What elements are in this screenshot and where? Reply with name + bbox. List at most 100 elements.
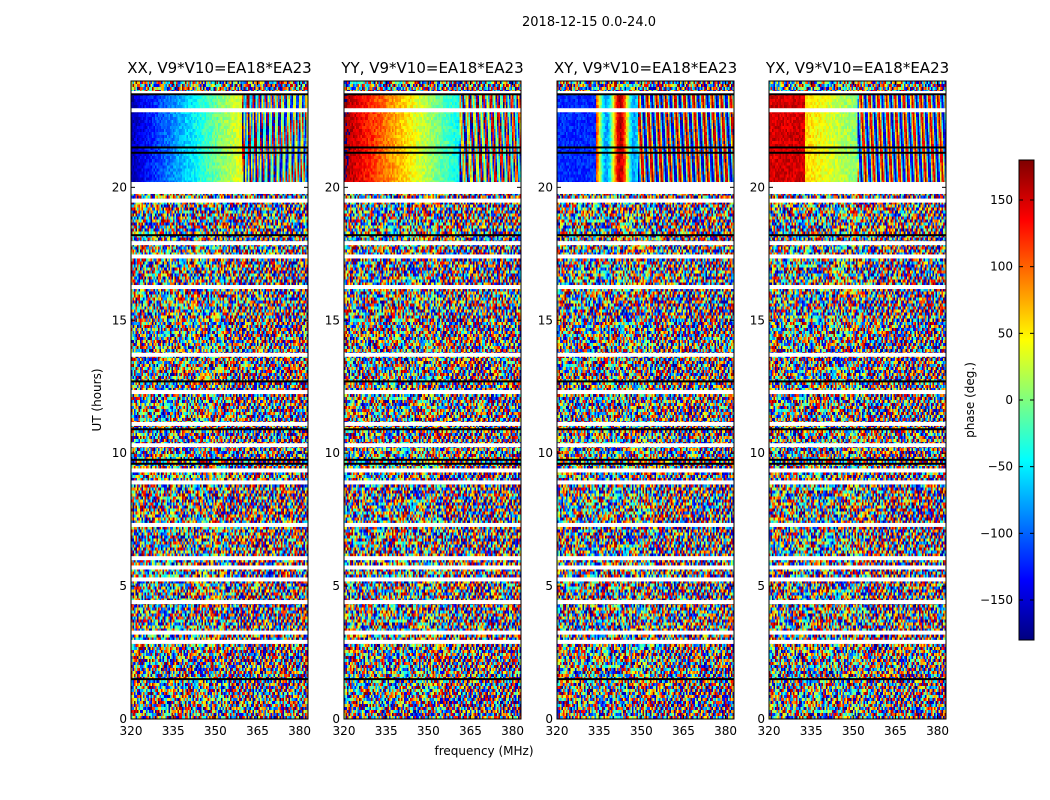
x-tick-label: 320: [758, 724, 781, 738]
blank-row: [131, 93, 308, 96]
flagged-row: [557, 390, 734, 395]
flagged-row: [131, 254, 308, 259]
x-tick-label: 380: [501, 724, 524, 738]
flagged-row: [557, 639, 734, 644]
flagged-row: [769, 480, 946, 485]
blank-row: [344, 380, 521, 383]
phase-heatmap: [344, 81, 521, 719]
x-tick-label: 320: [546, 724, 569, 738]
y-tick-label: 10: [750, 446, 765, 460]
blank-row: [344, 93, 521, 96]
blank-row: [557, 146, 734, 149]
flagged-row: [769, 90, 946, 95]
flagged-row: [344, 443, 521, 448]
x-tick-label: 335: [162, 724, 185, 738]
flagged-row: [769, 630, 946, 635]
flagged-row: [344, 630, 521, 635]
flagged-row: [557, 443, 734, 448]
x-tick-label: 335: [800, 724, 823, 738]
blank-row: [769, 462, 946, 465]
x-tick-label: 335: [588, 724, 611, 738]
flagged-row: [344, 390, 521, 395]
x-tick-label: 380: [288, 724, 311, 738]
x-tick-label: 350: [842, 724, 865, 738]
x-tick-label: 380: [714, 724, 737, 738]
colorbar-label: phase (deg.): [963, 362, 977, 438]
x-tick-label: 320: [333, 724, 356, 738]
y-tick-label: 5: [757, 579, 765, 593]
panel-title: YY, V9*V10=EA18*EA23: [340, 59, 523, 77]
flagged-row: [557, 90, 734, 95]
flagged-row: [769, 285, 946, 290]
flagged-row: [344, 600, 521, 605]
blank-row: [769, 93, 946, 96]
blank-row: [344, 146, 521, 149]
flagged-row: [131, 390, 308, 395]
flagged-row: [769, 254, 946, 259]
y-tick-label: 20: [538, 180, 553, 194]
y-tick-label: 20: [112, 180, 127, 194]
blank-row: [769, 146, 946, 149]
flagged-row: [769, 639, 946, 644]
flagged-row: [344, 522, 521, 527]
panel-3: XY, V9*V10=EA18*EA23 320 335 350 365 380 0 5 10 1…: [538, 59, 737, 738]
flagged-row: [557, 241, 734, 246]
flagged-row: [344, 639, 521, 644]
flagged-row: [131, 577, 308, 582]
flagged-row: [131, 639, 308, 644]
flagged-row: [344, 254, 521, 259]
flagged-row: [557, 352, 734, 357]
panels-group: XX, V9*V10=EA18*EA23 320 335 350 365 380 0 5 10 1…: [112, 59, 949, 738]
blank-row: [344, 458, 521, 461]
flagged-row: [131, 108, 308, 113]
x-tick-label: 365: [246, 724, 269, 738]
flagged-row: [769, 443, 946, 448]
colorbar: 150 100 50 0 −50 −100 −150 phase (deg.): [963, 159, 1035, 641]
panel-2: YY, V9*V10=EA18*EA23 320 335 350 365 380 0 5 10 1…: [325, 59, 524, 738]
blank-row: [557, 428, 734, 431]
flagged-row: [557, 480, 734, 485]
blank-row: [769, 151, 946, 154]
flagged-row: [131, 241, 308, 246]
flagged-row: [344, 556, 521, 561]
phase-heatmap: [769, 81, 946, 719]
y-tick-label: 20: [325, 180, 340, 194]
flagged-row: [344, 90, 521, 95]
blank-row: [769, 380, 946, 383]
flagged-row: [131, 600, 308, 605]
flagged-row: [769, 522, 946, 527]
x-tick-label: 320: [120, 724, 143, 738]
y-tick-label: 5: [545, 579, 553, 593]
flagged-row: [344, 565, 521, 570]
blank-row: [557, 678, 734, 681]
flagged-row: [344, 285, 521, 290]
blank-row: [131, 678, 308, 681]
blank-row: [557, 462, 734, 465]
y-axis-label: UT (hours): [90, 368, 104, 431]
flagged-row: [769, 241, 946, 246]
flagged-gap: [557, 182, 734, 194]
flagged-row: [131, 522, 308, 527]
y-tick-label: 0: [332, 712, 340, 726]
x-tick-label: 365: [672, 724, 695, 738]
flagged-row: [557, 108, 734, 113]
blank-row: [344, 234, 521, 237]
flagged-row: [557, 556, 734, 561]
flagged-row: [557, 198, 734, 203]
y-tick-label: 0: [757, 712, 765, 726]
y-tick-label: 15: [325, 313, 340, 327]
colorbar-tick-label: −150: [980, 593, 1013, 607]
flagged-gap: [344, 182, 521, 194]
blank-row: [557, 93, 734, 96]
flagged-row: [557, 421, 734, 426]
flagged-gap: [131, 182, 308, 194]
flagged-row: [557, 630, 734, 635]
flagged-row: [769, 600, 946, 605]
blank-row: [557, 234, 734, 237]
flagged-row: [344, 198, 521, 203]
flagged-row: [769, 577, 946, 582]
flagged-row: [557, 565, 734, 570]
y-tick-label: 0: [119, 712, 127, 726]
y-tick-label: 10: [112, 446, 127, 460]
